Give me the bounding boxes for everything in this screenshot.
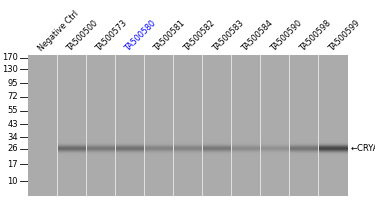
Text: TA500580: TA500580 [123,18,158,53]
Text: 55: 55 [8,106,18,115]
Text: 10: 10 [8,177,18,186]
Text: ←CRYAB: ←CRYAB [351,144,375,153]
Text: 17: 17 [8,160,18,169]
Text: 72: 72 [8,92,18,101]
Text: TA500584: TA500584 [240,18,274,53]
Text: TA500500: TA500500 [65,18,100,53]
Text: 34: 34 [8,133,18,142]
Text: 43: 43 [8,120,18,129]
Text: TA500581: TA500581 [153,18,187,53]
Text: 130: 130 [2,65,18,74]
Text: TA500583: TA500583 [211,18,245,53]
Text: 95: 95 [8,79,18,88]
Text: 26: 26 [8,144,18,153]
Text: TA500598: TA500598 [298,18,333,53]
Text: Negative Ctrl: Negative Ctrl [36,9,80,53]
Text: TA500573: TA500573 [94,18,129,53]
Text: TA500582: TA500582 [182,18,216,53]
Text: TA500590: TA500590 [269,18,303,53]
Text: 170: 170 [2,53,18,62]
Text: TA500599: TA500599 [327,18,362,53]
